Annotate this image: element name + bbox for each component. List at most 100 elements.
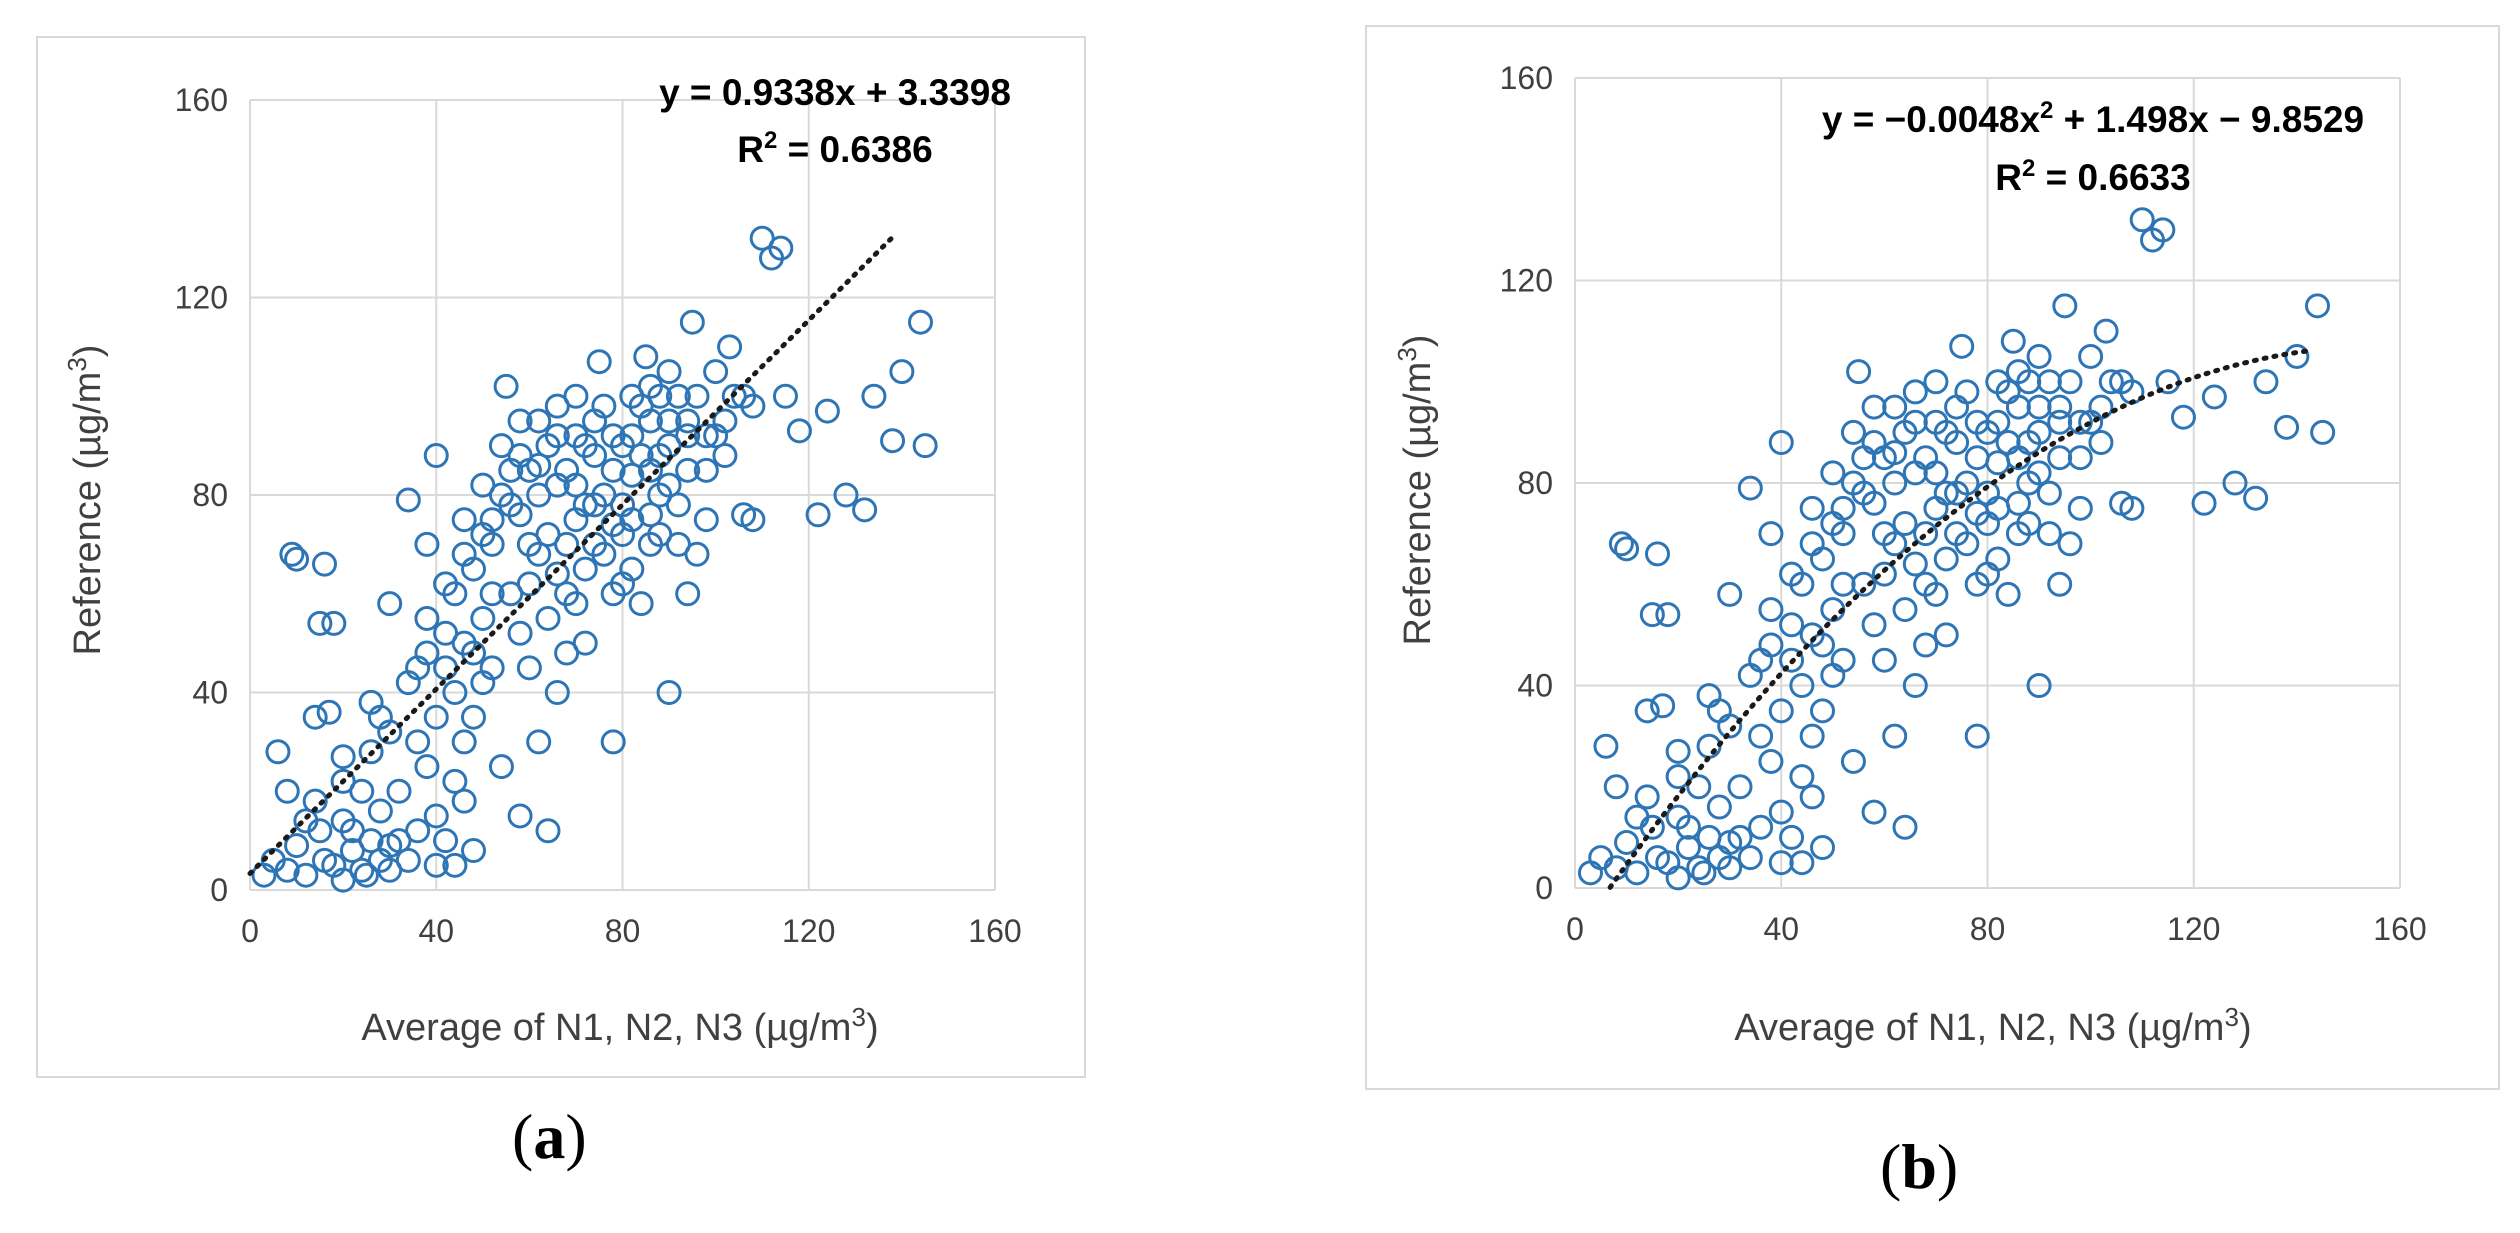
- data-point: [2274, 414, 2300, 440]
- data-point: [1799, 531, 1825, 557]
- data-point: [330, 744, 356, 770]
- data-point: [1892, 814, 1918, 840]
- y-axis-title: Reference (µg/m3): [62, 345, 109, 656]
- r-squared: R2 = 0.6386: [737, 127, 932, 170]
- data-point: [1779, 647, 1805, 673]
- x-axis-title: Average of N1, N2, N3 (µg/m3): [1734, 1002, 2251, 1049]
- y-axis-title: Reference (µg/m3): [1392, 335, 1439, 646]
- data-point: [684, 383, 710, 409]
- data-point: [1840, 748, 1866, 774]
- y-tick-label: 40: [1517, 668, 1553, 704]
- data-point: [2088, 430, 2114, 455]
- data-point: [507, 408, 533, 434]
- data-point: [353, 862, 379, 888]
- trend-equation: y = 0.9338x + 3.3398: [659, 72, 1011, 113]
- data-point: [1588, 845, 1614, 871]
- data-point: [703, 359, 729, 385]
- data-point: [1768, 850, 1794, 876]
- data-point: [1985, 495, 2011, 521]
- data-point: [1634, 698, 1660, 724]
- data-point: [2036, 521, 2062, 547]
- data-point: [442, 680, 468, 705]
- data-point: [2026, 673, 2052, 698]
- data-point: [405, 729, 431, 755]
- data-point: [307, 610, 333, 636]
- data-point: [488, 754, 514, 780]
- data-point: [433, 828, 459, 854]
- data-point: [1603, 774, 1629, 800]
- x-tick-label: 40: [418, 913, 454, 949]
- data-point: [1758, 597, 1784, 623]
- data-point: [768, 235, 794, 261]
- data-point: [1727, 824, 1753, 850]
- data-point: [1758, 632, 1784, 658]
- data-point: [1944, 521, 1970, 547]
- data-point: [358, 739, 384, 765]
- trend-equation: y = −0.0048x2 + 1.498x − 9.8529: [1822, 97, 2364, 140]
- data-point: [740, 507, 766, 533]
- data-point: [2150, 217, 2176, 243]
- data-point: [367, 798, 393, 824]
- data-point: [1871, 561, 1897, 587]
- data-point: [316, 699, 342, 725]
- data-point: [544, 423, 570, 449]
- x-tick-labels: 0 40 80 120 160: [1566, 911, 2427, 947]
- data-point: [442, 768, 468, 794]
- data-point: [1645, 845, 1670, 871]
- data-point: [675, 423, 701, 449]
- data-point: [1665, 738, 1691, 764]
- data-point: [600, 581, 626, 607]
- data-point: [1810, 632, 1835, 658]
- data-point: [675, 457, 701, 483]
- data-point: [367, 847, 393, 873]
- data-point: [1799, 723, 1825, 749]
- data-point: [2036, 480, 2062, 506]
- data-point: [516, 655, 542, 681]
- data-point: [693, 457, 719, 483]
- data-point: [2078, 343, 2104, 369]
- data-point: [2129, 207, 2155, 233]
- data-point: [1949, 333, 1975, 359]
- data-point: [274, 857, 300, 883]
- data-point: [1892, 597, 1918, 623]
- data-point: [2052, 293, 2078, 319]
- data-point: [1639, 602, 1665, 628]
- data-point: [554, 531, 580, 557]
- y-tick-label: 40: [192, 675, 228, 711]
- data-point: [1799, 784, 1825, 810]
- data-point: [1995, 581, 2021, 607]
- data-point: [2284, 343, 2310, 369]
- data-point: [330, 867, 356, 893]
- data-point: [526, 482, 552, 508]
- data-point: [852, 497, 878, 523]
- data-point: [498, 457, 524, 483]
- data-point: [1985, 369, 2011, 395]
- data-point: [284, 546, 310, 572]
- data-point: [1645, 541, 1670, 567]
- data-point: [488, 433, 514, 459]
- data-point: [1964, 723, 1990, 749]
- data-point: [2047, 571, 2073, 597]
- data-point: [1871, 647, 1897, 673]
- data-point: [526, 452, 552, 478]
- data-points: [251, 225, 938, 893]
- y-tick-label: 80: [192, 477, 228, 513]
- data-point: [675, 408, 701, 434]
- data-point: [912, 433, 938, 459]
- data-point: [2047, 445, 2073, 471]
- data-point: [1768, 698, 1794, 724]
- data-point: [637, 502, 663, 528]
- data-point: [563, 507, 589, 533]
- data-point: [554, 640, 580, 666]
- data-point: [2005, 394, 2031, 420]
- data-point: [1737, 475, 1763, 501]
- data-point: [1902, 460, 1928, 486]
- data-point: [637, 457, 663, 483]
- data-point: [2088, 394, 2114, 420]
- data-point: [619, 507, 645, 533]
- data-point: [507, 803, 533, 829]
- data-point: [451, 541, 477, 567]
- data-point: [1933, 622, 1959, 648]
- chart-panel-a: [36, 36, 1086, 1078]
- data-point: [470, 522, 496, 547]
